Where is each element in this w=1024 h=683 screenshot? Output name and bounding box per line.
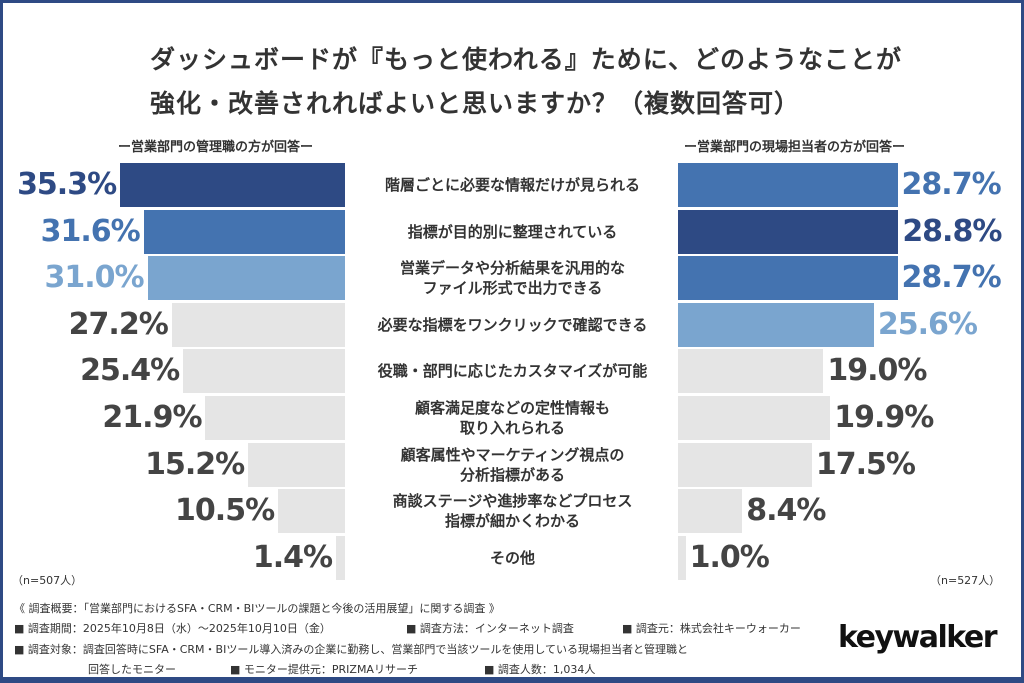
left-bar	[248, 442, 345, 487]
right-bar	[678, 396, 831, 440]
right-n: （n=527人）	[930, 574, 1001, 587]
footer-target2: 回答したモニター	[88, 663, 176, 676]
right-value-label: 28.7%	[901, 260, 1002, 296]
right-value-label: 19.9%	[834, 400, 934, 435]
footer-source: ■ 調査元：株式会社キーウォーカー	[622, 622, 801, 635]
left-bar	[183, 349, 345, 394]
left-value-label: 1.4%	[252, 539, 333, 575]
right-bar	[678, 256, 898, 301]
right-bar	[678, 302, 874, 347]
category-label: 役職・部門に応じたカスタマイズが可能	[377, 362, 648, 381]
left-bar	[171, 302, 345, 347]
right-value-label: 25.6%	[877, 306, 978, 342]
category-label: 顧客属性やマーケティング視点の 分析指標がある	[400, 445, 625, 484]
left-group-label: ー営業部門の管理職の方が回答ー	[118, 140, 314, 155]
left-value-label: 31.6%	[40, 213, 141, 249]
category-label: 指標が目的別に整理されている	[407, 222, 618, 241]
keywalker-logo: keywalker	[838, 620, 998, 655]
left-value-label: 27.2%	[68, 306, 169, 342]
category-label: 必要な指標をワンクリックで確認できる	[377, 315, 648, 334]
right-value-label: 28.8%	[902, 213, 1002, 249]
right-bar	[678, 535, 686, 580]
footer-row2: ■ 調査期間：2025年10月8日（水）～2025年10月10日（金） ■ 調査…	[14, 620, 814, 635]
right-bar	[678, 349, 824, 394]
left-value-label: 25.4%	[80, 353, 180, 389]
footer-count: ■ 調査人数：1,034人	[484, 663, 596, 676]
footer-period: ■ 調査期間：2025年10月8日（水）～2025年10月10日（金）	[14, 622, 331, 635]
left-bar	[143, 209, 345, 254]
left-value-label: 31.0%	[44, 260, 144, 296]
left-bar	[147, 256, 345, 301]
right-value-label: 1.0%	[689, 539, 770, 575]
left-value-label: 21.9%	[102, 400, 202, 435]
left-value-label: 15.2%	[145, 446, 245, 482]
category-label: その他	[489, 548, 535, 567]
left-bar	[336, 535, 345, 580]
right-bar	[678, 489, 743, 534]
right-bar	[678, 163, 898, 207]
left-value-label: 10.5%	[175, 493, 275, 529]
left-bar	[205, 396, 345, 440]
footer-target: ■ 調査対象：調査回答時にSFA・CRM・BIツール導入済みの企業に勤務し、営業…	[14, 643, 688, 656]
right-value-label: 19.0%	[827, 353, 927, 389]
chart-title-line2: 強化・改善されればよいと思いますか？（複数回答可）	[150, 89, 801, 118]
left-bar	[278, 489, 345, 534]
left-n: （n=507人）	[12, 574, 83, 587]
right-value-label: 8.4%	[746, 493, 826, 529]
right-bar	[678, 209, 899, 254]
right-bar	[678, 442, 812, 487]
footer-method: ■ 調査方法：インターネット調査	[406, 622, 574, 635]
category-label: 商談ステージや進捗率などプロセス 指標が細かくわかる	[392, 492, 633, 531]
right-group-label: ー営業部門の現場担当者の方が回答ー	[684, 140, 906, 155]
footer-provider: ■ モニター提供元：PRIZMAリサーチ	[230, 663, 418, 676]
footer-row4: 回答したモニター ■ モニター提供元：PRIZMAリサーチ ■ 調査人数：1,0…	[14, 661, 814, 676]
chart-title-line1: ダッシュボードが『もっと使われる』ために、どのようなことが	[150, 45, 903, 74]
category-label: 階層ごとに必要な情報だけが見られる	[384, 176, 640, 194]
category-label: 営業データや分析結果を汎用的な ファイル形式で出力できる	[399, 259, 625, 298]
left-bar	[120, 163, 345, 207]
category-label: 顧客満足度などの定性情報も 取り入れられる	[414, 399, 610, 437]
right-value-label: 28.7%	[901, 167, 1002, 202]
footer-overview: 《 調査概要：「営業部門におけるSFA・CRM・BIツールの課題と今後の活用展望…	[14, 602, 500, 615]
left-value-label: 35.3%	[17, 167, 117, 202]
right-value-label: 17.5%	[815, 446, 916, 482]
